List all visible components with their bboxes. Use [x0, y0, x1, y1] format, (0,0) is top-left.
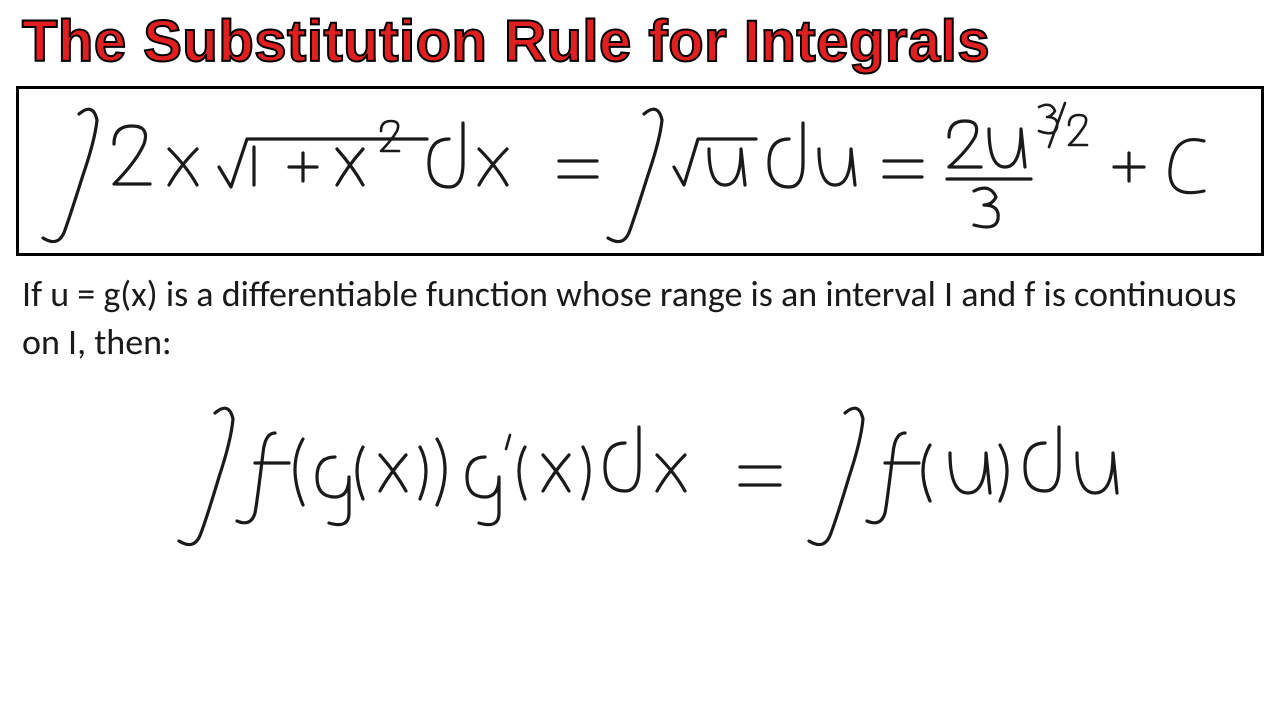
- rule-equation: [0, 385, 1280, 565]
- example-equation: [19, 89, 1263, 253]
- page-title: The Substitution Rule for Integrals: [0, 0, 1280, 80]
- rule-equation-container: [0, 385, 1280, 565]
- rule-description: If u = g(x) is a differentiable function…: [0, 264, 1280, 367]
- equation-box: [16, 86, 1264, 256]
